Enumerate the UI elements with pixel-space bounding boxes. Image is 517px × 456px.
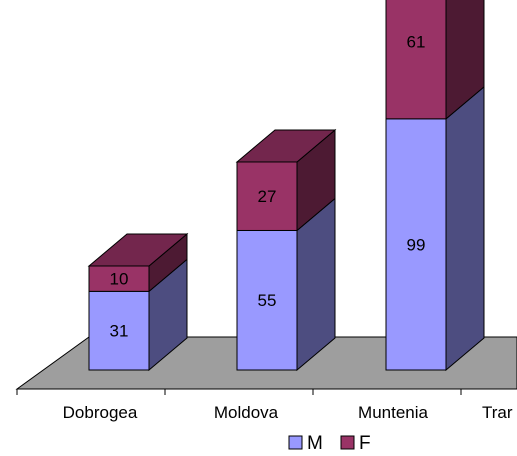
bar-moldova-f: 27 [235,128,337,232]
x-tick-label: Moldova [214,403,279,422]
bar-muntenia-f: 61 [385,0,485,120]
bar-front-face [236,229,298,371]
bar-muntenia-m: 99 [385,85,485,372]
bar-dobrogea-f: 10 [87,232,189,293]
legend-label: M [307,433,323,454]
x-tick-label: Trar [482,403,513,422]
data-label: 99 [407,235,426,254]
legend-item-f: F [340,433,371,454]
legend-label: F [359,433,371,454]
bar-front-face [385,118,447,371]
data-label: 31 [110,322,129,341]
bar-dobrogea-m: 31 [88,258,188,372]
legend-swatch [288,435,303,450]
legend-item-m: M [288,433,323,454]
data-label: 10 [110,270,129,289]
data-label: 55 [258,291,277,310]
data-label: 61 [407,32,426,51]
legend-swatch [340,435,355,450]
bar-side-face [445,85,485,372]
bar-front-face [236,161,298,231]
bar-moldova-m: 55 [236,197,336,372]
bar-front-face [385,0,447,120]
bar-front-face [88,290,150,371]
x-tick-label: Muntenia [358,403,428,422]
data-label: 27 [258,187,277,206]
x-tick-label: Dobrogea [63,403,138,422]
bar-front-face [88,265,150,292]
